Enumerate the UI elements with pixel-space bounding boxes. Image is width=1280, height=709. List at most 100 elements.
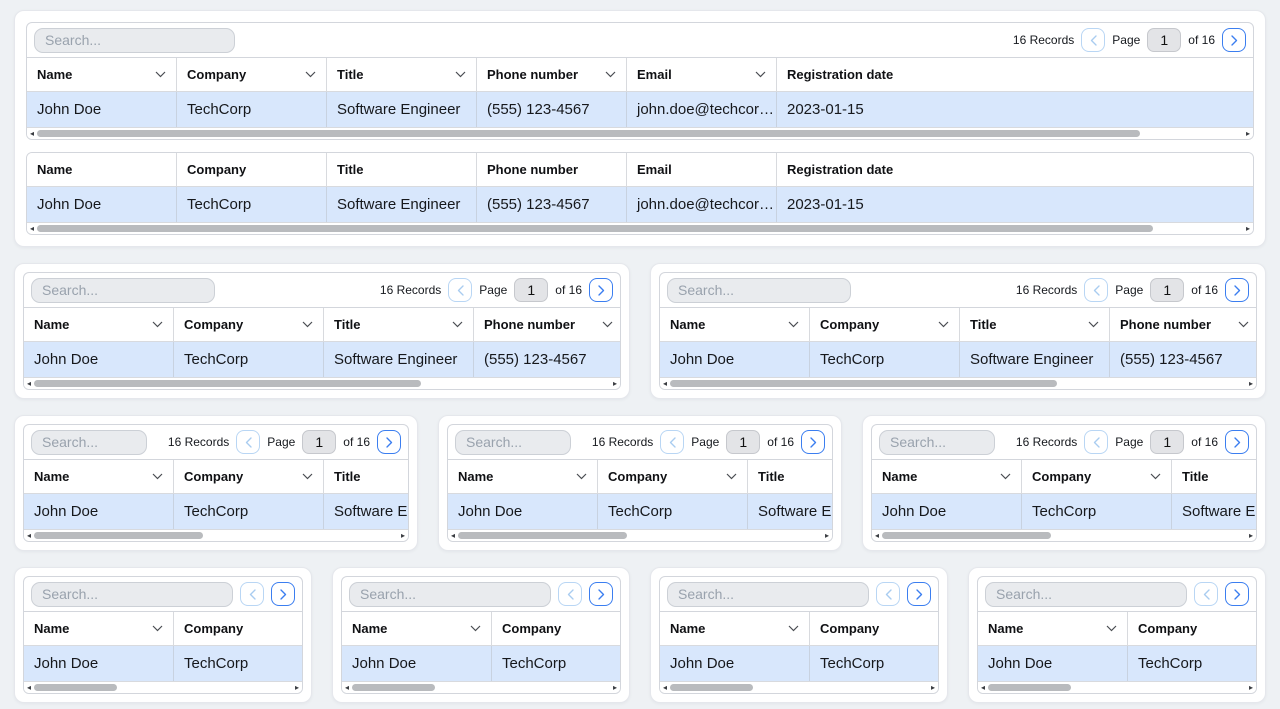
column-header-name[interactable]: Name <box>660 612 810 645</box>
next-page-button[interactable] <box>1225 278 1249 302</box>
column-header-title[interactable]: Title <box>1172 460 1256 493</box>
next-page-button[interactable] <box>907 582 931 606</box>
scrollbar-thumb[interactable] <box>670 380 1058 387</box>
scroll-right-arrow-icon[interactable]: ▸ <box>612 378 617 388</box>
horizontal-scrollbar[interactable]: ◂ ▸ <box>24 682 302 693</box>
scroll-left-arrow-icon[interactable]: ◂ <box>30 128 35 138</box>
scroll-right-arrow-icon[interactable]: ▸ <box>1245 128 1250 138</box>
column-header-company[interactable]: Company <box>598 460 748 493</box>
scroll-right-arrow-icon[interactable]: ▸ <box>400 530 405 540</box>
next-page-button[interactable] <box>589 278 613 302</box>
table-row[interactable]: John Doe TechCorp Software Engineer (555… <box>27 186 1253 223</box>
column-header-name[interactable]: Name <box>27 58 177 91</box>
column-header-name[interactable]: Name <box>24 308 174 341</box>
scroll-right-arrow-icon[interactable]: ▸ <box>294 682 299 692</box>
search-input[interactable] <box>34 27 235 53</box>
column-header-name[interactable]: Name <box>978 612 1128 645</box>
column-header-name[interactable]: Name <box>24 612 174 645</box>
scroll-left-arrow-icon[interactable]: ◂ <box>663 378 668 388</box>
column-header-company[interactable]: Company <box>492 612 620 645</box>
table-row[interactable]: John Doe TechCorp Software Engineer (555… <box>872 493 1256 530</box>
page-number-input[interactable] <box>726 430 761 454</box>
scrollbar-thumb[interactable] <box>34 684 118 691</box>
table-row[interactable]: John Doe TechCorp Software Engineer (555… <box>978 645 1256 682</box>
table-row[interactable]: John Doe TechCorp Software Engineer (555… <box>342 645 620 682</box>
column-header-company[interactable]: Company <box>174 460 324 493</box>
column-header-phone[interactable]: Phone number <box>474 308 620 341</box>
column-header-name[interactable]: Name <box>24 460 174 493</box>
scroll-right-arrow-icon[interactable]: ▸ <box>824 530 829 540</box>
prev-page-button[interactable] <box>1194 582 1218 606</box>
column-header-name[interactable]: Name <box>342 612 492 645</box>
scroll-right-arrow-icon[interactable]: ▸ <box>1248 682 1253 692</box>
scroll-left-arrow-icon[interactable]: ◂ <box>27 682 32 692</box>
column-header-name[interactable]: Name <box>448 460 598 493</box>
prev-page-button[interactable] <box>1081 28 1106 52</box>
scroll-left-arrow-icon[interactable]: ◂ <box>451 530 456 540</box>
column-header-phone[interactable]: Phone number <box>1110 308 1256 341</box>
prev-page-button[interactable] <box>660 430 685 454</box>
page-number-input[interactable] <box>1147 28 1182 52</box>
horizontal-scrollbar[interactable]: ◂ ▸ <box>660 682 938 693</box>
table-row[interactable]: John Doe TechCorp Software Engineer (555… <box>27 91 1253 128</box>
scrollbar-thumb[interactable] <box>37 225 1153 232</box>
table-row[interactable]: John Doe TechCorp Software Engineer (555… <box>660 341 1256 378</box>
page-number-input[interactable] <box>1150 430 1185 454</box>
column-header-company[interactable]: Company <box>1022 460 1172 493</box>
column-header-company[interactable]: Company <box>174 308 324 341</box>
scroll-right-arrow-icon[interactable]: ▸ <box>1248 530 1253 540</box>
search-input[interactable] <box>667 277 851 303</box>
prev-page-button[interactable] <box>1084 278 1109 302</box>
table-row[interactable]: John Doe TechCorp Software Engineer (555… <box>660 645 938 682</box>
search-input[interactable] <box>985 581 1187 607</box>
horizontal-scrollbar[interactable]: ◂ ▸ <box>24 378 620 389</box>
scrollbar-thumb[interactable] <box>670 684 754 691</box>
prev-page-button[interactable] <box>876 582 900 606</box>
next-page-button[interactable] <box>589 582 613 606</box>
horizontal-scrollbar[interactable]: ◂ ▸ <box>24 530 408 541</box>
scrollbar-thumb[interactable] <box>34 532 203 539</box>
next-page-button[interactable] <box>1222 28 1246 52</box>
search-input[interactable] <box>667 581 869 607</box>
scroll-right-arrow-icon[interactable]: ▸ <box>612 682 617 692</box>
table-row[interactable]: John Doe TechCorp Software Engineer (555… <box>24 493 408 530</box>
horizontal-scrollbar[interactable]: ◂ ▸ <box>27 223 1253 234</box>
scroll-left-arrow-icon[interactable]: ◂ <box>663 682 668 692</box>
scrollbar-thumb[interactable] <box>34 380 422 387</box>
horizontal-scrollbar[interactable]: ◂ ▸ <box>27 128 1253 139</box>
scrollbar-thumb[interactable] <box>458 532 627 539</box>
prev-page-button[interactable] <box>558 582 582 606</box>
scrollbar-thumb[interactable] <box>37 130 1141 137</box>
search-input[interactable] <box>349 581 551 607</box>
prev-page-button[interactable] <box>448 278 473 302</box>
scroll-left-arrow-icon[interactable]: ◂ <box>27 378 32 388</box>
column-header-phone[interactable]: Phone number <box>477 58 627 91</box>
column-header-title[interactable]: Title <box>327 58 477 91</box>
search-input[interactable] <box>31 429 147 455</box>
search-input[interactable] <box>31 277 215 303</box>
column-header-name[interactable]: Name <box>872 460 1022 493</box>
column-header-title[interactable]: Title <box>324 308 474 341</box>
column-header-company[interactable]: Company <box>174 612 302 645</box>
scroll-right-arrow-icon[interactable]: ▸ <box>1245 223 1250 233</box>
column-header-company[interactable]: Company <box>810 612 938 645</box>
scroll-left-arrow-icon[interactable]: ◂ <box>27 530 32 540</box>
scroll-left-arrow-icon[interactable]: ◂ <box>875 530 880 540</box>
next-page-button[interactable] <box>801 430 825 454</box>
horizontal-scrollbar[interactable]: ◂ ▸ <box>978 682 1256 693</box>
column-header-company[interactable]: Company <box>177 58 327 91</box>
table-row[interactable]: John Doe TechCorp Software Engineer (555… <box>448 493 832 530</box>
horizontal-scrollbar[interactable]: ◂ ▸ <box>660 378 1256 389</box>
prev-page-button[interactable] <box>240 582 264 606</box>
table-row[interactable]: John Doe TechCorp Software Engineer (555… <box>24 341 620 378</box>
next-page-button[interactable] <box>1225 582 1249 606</box>
scrollbar-thumb[interactable] <box>352 684 436 691</box>
column-header-title[interactable]: Title <box>960 308 1110 341</box>
scroll-left-arrow-icon[interactable]: ◂ <box>345 682 350 692</box>
prev-page-button[interactable] <box>1084 430 1109 454</box>
search-input[interactable] <box>879 429 995 455</box>
scroll-right-arrow-icon[interactable]: ▸ <box>1248 378 1253 388</box>
table-row[interactable]: John Doe TechCorp Software Engineer (555… <box>24 645 302 682</box>
horizontal-scrollbar[interactable]: ◂ ▸ <box>448 530 832 541</box>
horizontal-scrollbar[interactable]: ◂ ▸ <box>872 530 1256 541</box>
